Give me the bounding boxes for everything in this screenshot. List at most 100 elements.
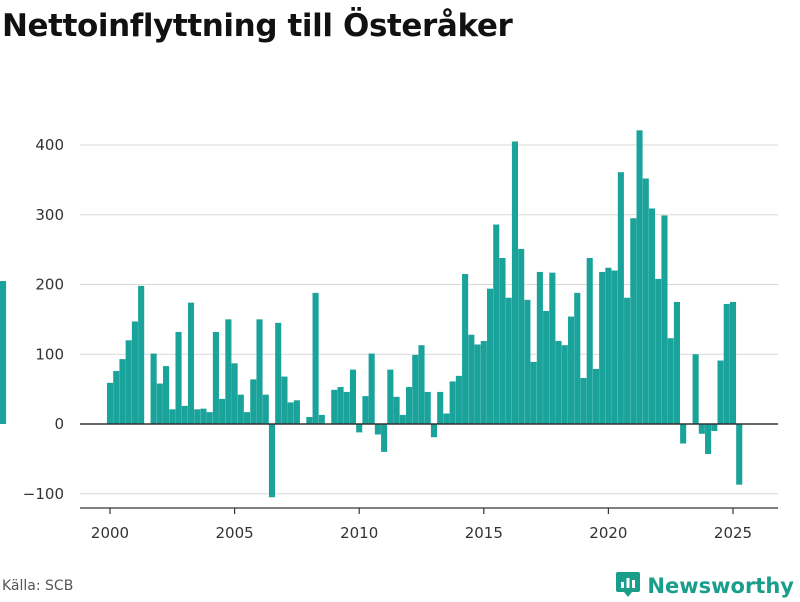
bar [611,270,618,424]
bar [418,345,425,424]
y-tick-label: 200 [35,276,64,294]
source-note: Källa: SCB [2,578,74,594]
chart-title: Nettoinflyttning till Österåker [2,8,513,44]
bar [486,288,494,424]
bar [443,413,450,424]
bar [343,391,350,424]
bar [281,376,288,424]
bar [293,400,300,424]
bar [474,344,481,424]
bar [138,285,145,424]
bar [580,377,587,424]
bar [692,354,699,424]
bar [561,345,568,424]
bar [505,297,512,424]
bar [125,340,132,424]
x-tick-label: 2000 [91,524,129,542]
bar [356,424,363,433]
bar [187,302,195,424]
bar [536,271,543,424]
bar [275,322,282,424]
bar [493,224,500,424]
y-tick-label: −100 [23,485,64,503]
bar [225,319,232,425]
bar [150,353,157,424]
bar [705,424,712,454]
bar [318,414,325,424]
x-tick-label: 2015 [465,524,503,542]
x-tick-label: 2020 [589,524,627,542]
bar [567,316,575,424]
bar [437,391,444,424]
bar [312,292,319,424]
bar [337,387,344,424]
bar [468,334,475,424]
y-axis: −100 0 100 200 300 400 [23,136,64,503]
bar [549,272,556,424]
bar [717,360,724,424]
bar [574,292,581,424]
x-axis: 2000 2005 2010 2015 2020 2025 [80,507,778,542]
bar [698,424,705,434]
bars [0,130,743,498]
bar [586,258,593,424]
x-tick-label: 2025 [714,524,752,542]
bar [368,353,375,424]
bar [518,248,525,424]
y-tick-label: 100 [35,345,64,363]
bar-chart: 2000 2005 2010 2015 2020 2025 −100 0 100 200 300 4… [0,130,778,542]
bar [736,424,743,485]
bar [430,424,438,438]
bar [462,274,469,424]
bar [156,383,163,424]
bar [306,417,313,424]
bar [711,424,718,431]
bar [680,424,687,444]
bar [723,304,730,424]
bar [412,354,419,424]
bar [119,359,126,424]
brand-logo[interactable]: Newsworthy [615,570,794,602]
bar [131,321,138,424]
bar [543,311,550,424]
bar [399,414,406,424]
bar [381,424,388,452]
bar [181,405,188,424]
bar [499,258,506,424]
bar [219,398,226,424]
brand-name: Newsworthy [647,574,794,598]
bar [194,409,201,424]
bar [630,218,637,424]
bar [200,408,207,424]
bar [605,267,612,424]
bar [169,409,176,424]
bar [480,341,487,424]
y-tick-label: 400 [35,136,64,154]
bar [729,301,737,424]
bar [244,412,251,424]
bar [231,363,238,424]
bar [555,341,562,424]
bar [455,375,462,424]
bar [287,402,294,424]
bar [617,172,624,424]
bar [405,387,413,424]
bar [449,381,456,424]
bar [113,370,120,424]
bar [667,338,674,424]
bar [262,394,269,424]
bar [163,366,170,424]
bar [655,278,662,424]
gridlines [80,144,778,495]
bar [256,319,263,425]
bar [212,331,219,424]
bar [206,412,213,424]
x-tick-label: 2010 [340,524,378,542]
bar [636,130,643,424]
bar [592,368,599,424]
x-tick-label: 2005 [216,524,254,542]
bar [237,394,244,424]
bar [268,424,276,498]
bar [624,297,631,424]
bar [661,215,668,424]
